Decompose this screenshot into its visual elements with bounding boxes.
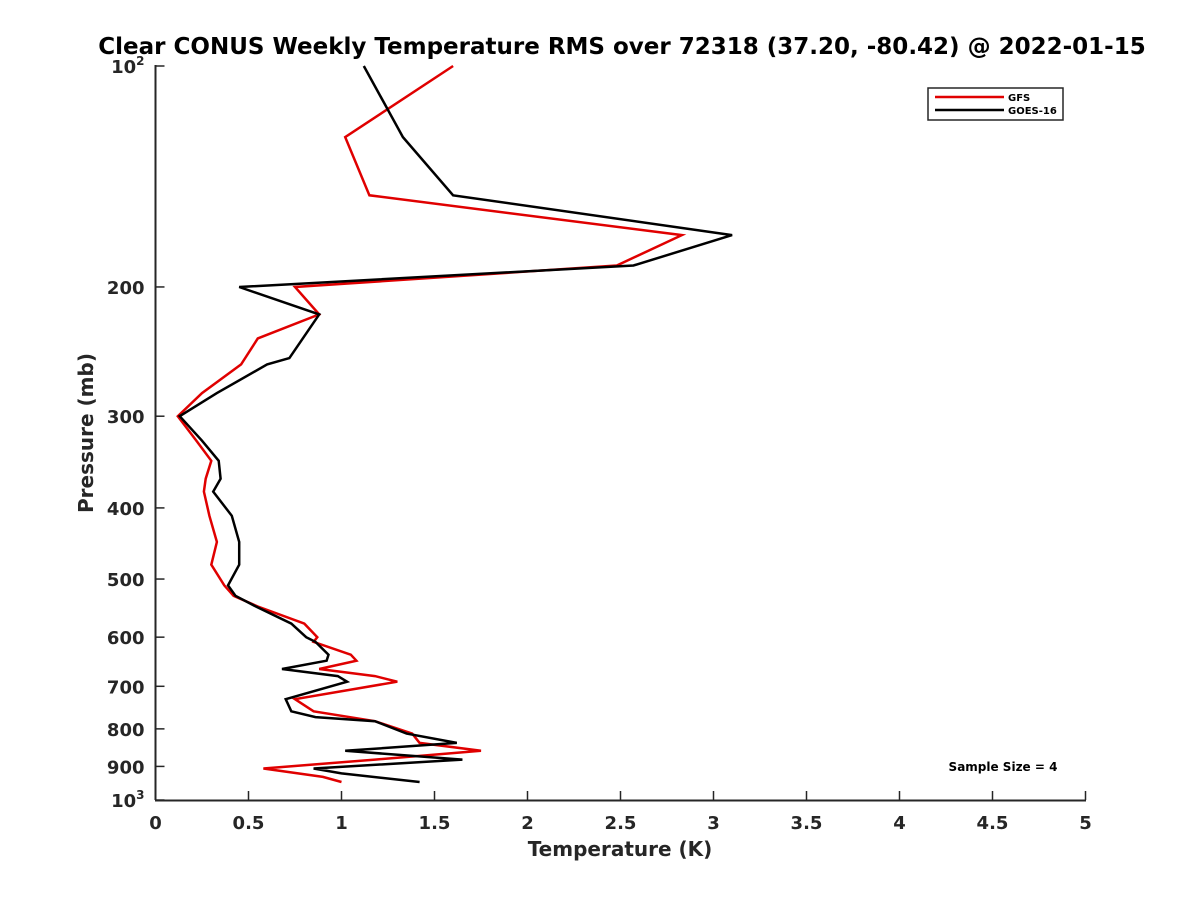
sample-size-annotation: Sample Size = 4 <box>949 760 1058 774</box>
y-tick-label: 600 <box>107 628 145 649</box>
y-tick-label: 102 <box>111 54 144 78</box>
legend-label-gfs: GFS <box>1008 93 1030 104</box>
x-tick-label: 0 <box>149 813 162 834</box>
y-tick-label: 200 <box>107 278 145 299</box>
x-tick-label: 4.5 <box>977 813 1009 834</box>
y-tick-label: 103 <box>111 788 144 812</box>
legend-box <box>927 87 1064 121</box>
legend-label-goes16: GOES-16 <box>1008 106 1057 117</box>
legend: GFS GOES-16 <box>927 87 1064 121</box>
y-axis-label: Pressure (mb) <box>74 353 98 513</box>
x-tick-label: 4 <box>893 813 906 834</box>
y-tick-label: 400 <box>107 499 145 520</box>
y-tick-label: 700 <box>107 677 145 698</box>
axes <box>154 65 1086 802</box>
y-tick-label: 900 <box>107 757 145 778</box>
series-layer <box>176 64 733 784</box>
x-tick-label: 1 <box>335 813 348 834</box>
y-ticks: 102 200 300 400 500 600 700 800 900 103 <box>107 54 165 812</box>
x-tick-label: 3 <box>707 813 720 834</box>
x-tick-label: 2.5 <box>605 813 637 834</box>
series-line-goes-16 <box>177 65 733 784</box>
x-tick-label: 3.5 <box>791 813 823 834</box>
y-tick-label: 300 <box>107 407 145 428</box>
x-tick-label: 0.5 <box>233 813 265 834</box>
y-tick-label: 800 <box>107 720 145 741</box>
x-axis-label: Temperature (K) <box>528 837 713 861</box>
y-tick-label: 500 <box>107 570 145 591</box>
x-tick-label: 1.5 <box>419 813 451 834</box>
x-tick-label: 5 <box>1079 813 1092 834</box>
chart-title: Clear CONUS Weekly Temperature RMS over … <box>98 34 1145 60</box>
x-tick-label: 2 <box>521 813 534 834</box>
x-ticks: 0 0.5 1 1.5 2 2.5 3 3.5 4 4.5 5 <box>149 791 1092 834</box>
series-line-gfs <box>176 64 687 784</box>
